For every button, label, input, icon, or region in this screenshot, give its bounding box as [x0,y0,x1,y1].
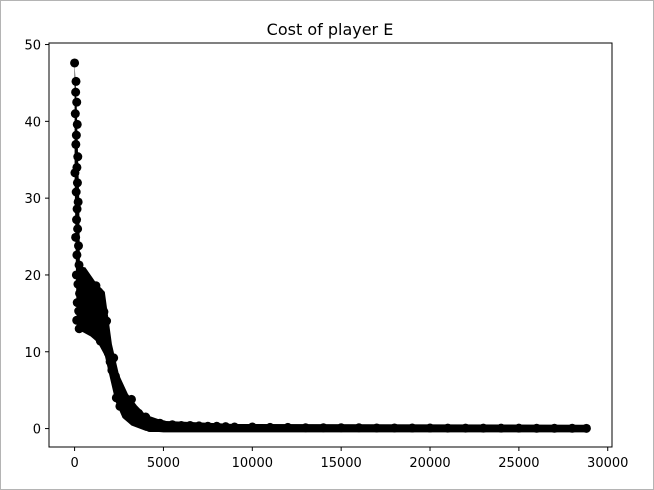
y-tick-label: 10 [24,346,41,361]
x-tick-label: 10000 [232,456,273,471]
y-tick-label: 20 [24,269,41,284]
x-tick-label: 20000 [409,456,450,471]
x-axis: 0 5000 10000 15000 20000 25000 30000 [70,447,628,471]
axes-frame [48,42,613,448]
data-point [72,97,82,107]
data-density-band [74,62,587,433]
data-density-bands [74,62,587,433]
y-tick-label: 30 [24,192,41,207]
x-tick-label: 15000 [320,456,361,471]
x-tick-label: 25000 [498,456,539,471]
plot-area [48,42,613,448]
y-tick-label: 50 [24,39,41,54]
x-tick-label: 30000 [587,456,628,471]
y-tick-label: 0 [33,423,41,438]
x-tick-label: 0 [70,456,78,471]
data-point [71,76,81,86]
y-axis: 0 10 20 30 40 50 [24,39,49,438]
data-tail-band [145,425,587,433]
chart-title: Cost of player E [267,20,394,39]
y-tick-label: 40 [24,115,41,130]
x-tick-label: 5000 [147,456,180,471]
